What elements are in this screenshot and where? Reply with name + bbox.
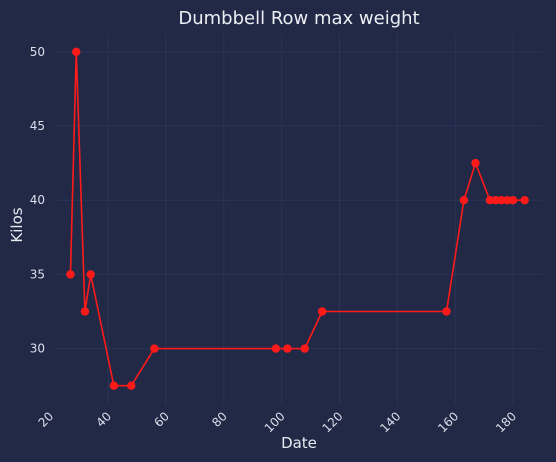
x-axis-ticks: 20 40 60 80 100 120 140 160 180 [36,409,520,435]
data-point [317,307,327,316]
x-tick-label: 20 [36,409,57,430]
data-point [497,196,506,205]
grid-layer [56,34,542,405]
data-point [442,307,451,316]
data-point [491,196,500,205]
y-tick-label: 50 [30,45,45,59]
x-axis-label: Date [281,434,317,452]
data-point [508,196,518,205]
data-point [271,344,281,353]
data-point [72,47,81,57]
data-point [459,196,469,205]
data-point [283,344,292,353]
y-tick-label: 30 [30,342,45,356]
data-point [66,270,75,279]
y-axis-label: Kilos [8,207,26,242]
y-tick-label: 45 [30,119,45,133]
x-tick-label: 160 [435,409,461,435]
chart-title: Dumbbell Row max weight [178,8,419,29]
data-point [86,270,95,279]
x-tick-label: 40 [93,409,114,430]
y-tick-label: 40 [30,193,45,207]
data-point [80,307,90,316]
x-tick-label: 180 [493,409,519,435]
data-point [485,196,495,205]
data-point [127,381,136,390]
y-axis-ticks: 30 35 40 45 50 [30,45,45,356]
data-point [150,344,159,353]
x-tick-label: 100 [262,409,288,435]
data-point [503,196,512,205]
data-point [471,158,480,168]
x-tick-label: 140 [377,409,403,435]
data-point [109,381,119,390]
x-tick-label: 120 [320,409,346,435]
x-tick-label: 60 [151,409,172,430]
series-line [69,51,525,387]
x-tick-label: 80 [209,409,230,430]
data-point [520,196,529,205]
series-layer [66,47,529,390]
y-tick-label: 35 [30,267,45,281]
data-point [300,344,309,353]
